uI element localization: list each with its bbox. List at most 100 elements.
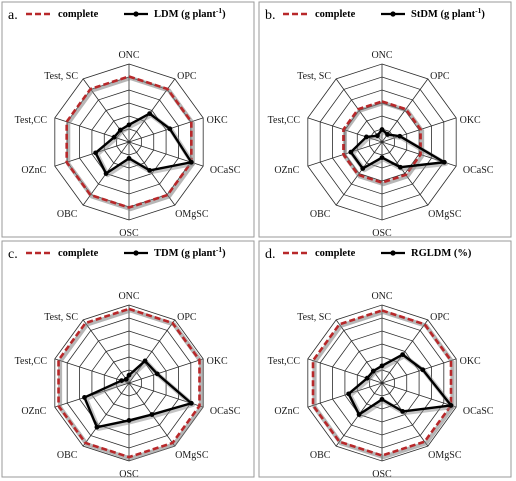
legend-complete-label: complete [315, 248, 356, 259]
series-treatment-point [385, 132, 390, 137]
category-label: OBC [310, 450, 331, 461]
category-label: OBC [57, 450, 78, 461]
panel-label: d. [265, 247, 276, 262]
category-label: OCaSC [210, 406, 241, 417]
series-treatment-point [441, 159, 447, 165]
category-label: OCaSC [463, 165, 494, 176]
series-treatment-point [188, 159, 194, 165]
series-treatment-point [126, 372, 132, 378]
radar-panel-1: a. complete LDM (g plant-1) ONC OPC OKC OCaSC O… [1, 1, 255, 239]
series-complete-line [342, 100, 422, 184]
grid-spoke [307, 382, 383, 408]
radar-panel-4: d. complete RGLDM (%) ONC OPC OKC OCaSC OMgSC OS… [258, 240, 512, 480]
series-treatment-point [400, 352, 406, 358]
legend: complete StDM (g plant-1) [283, 6, 485, 20]
series-treatment-point [400, 408, 406, 414]
panel-frame [258, 240, 512, 478]
legend-series-suffix: ) [222, 248, 226, 259]
legend: complete TDM (g plant-1) [26, 245, 226, 259]
grid-spoke [128, 358, 204, 384]
series-treatment-point [147, 167, 153, 173]
category-label: ONC [371, 50, 392, 61]
legend-complete-label: complete [58, 248, 99, 259]
series-complete-shadow [57, 308, 204, 461]
category-label: Test, SC [297, 71, 331, 82]
grid-spoke [381, 358, 457, 384]
legend-series-marker [390, 250, 396, 256]
series-treatment-point [94, 424, 100, 430]
legend-series-suffix: ) [481, 9, 485, 20]
series-treatment-point [147, 111, 153, 117]
category-label: OKC [207, 115, 228, 126]
series-treatment-point [348, 149, 354, 155]
legend: complete LDM (g plant-1) [26, 6, 226, 20]
series-treatment-point [370, 368, 376, 374]
series-treatment-point [126, 122, 132, 128]
panel-frame [1, 240, 255, 478]
series-treatment-point [142, 358, 148, 364]
series-treatment-point [188, 400, 194, 406]
legend-series-marker [133, 250, 139, 256]
series-treatment-point [103, 171, 109, 176]
category-label: OZnC [274, 165, 299, 176]
legend-series-sup: -1 [475, 6, 481, 15]
series-treatment-point [379, 155, 385, 161]
panel-frame [1, 1, 255, 238]
category-label: OPC [177, 71, 197, 82]
category-label: OZnC [21, 165, 46, 176]
series-treatment-point [111, 134, 117, 140]
series-treatment-point [420, 367, 426, 373]
legend-series-suffix: ) [222, 9, 226, 20]
series-treatment-point [126, 418, 132, 423]
category-label: OPC [430, 312, 450, 323]
category-label: OMgSC [175, 209, 209, 220]
category-label: OSC [372, 228, 392, 239]
grid-spoke [381, 382, 457, 408]
series-treatment-point [364, 375, 370, 381]
series-complete-line [57, 307, 201, 459]
category-label: OKC [460, 356, 481, 367]
series-treatment-point [375, 133, 380, 139]
series-complete-line [311, 309, 453, 457]
legend-series-name: LDM (g plant [154, 9, 216, 20]
series-treatment-point [379, 127, 385, 132]
legend-series-suffix: (%) [451, 248, 472, 259]
series-treatment-point [379, 396, 385, 402]
category-label: OSC [119, 469, 139, 480]
grid-spoke [381, 319, 429, 384]
category-label: OMgSC [428, 450, 462, 461]
series-treatment-point [379, 363, 385, 369]
series-treatment-point [119, 378, 124, 383]
category-label: OCaSC [463, 406, 494, 417]
legend-series-label: StDM (g plant-1) [411, 6, 485, 20]
grid-spoke [82, 382, 130, 447]
series-treatment-point [123, 376, 129, 382]
legend-series-label: TDM (g plant-1) [154, 245, 226, 259]
category-label: OMgSC [428, 209, 462, 220]
category-label: OSC [119, 228, 139, 239]
category-label: OSC [372, 469, 392, 480]
series-treatment-point [167, 126, 173, 132]
grid-spoke [82, 319, 130, 384]
legend-series-sup: -1 [216, 245, 222, 254]
category-label: OZnC [21, 406, 46, 417]
legend: complete RGLDM (%) [283, 248, 472, 259]
series-treatment-point [346, 391, 352, 397]
grid-spoke [54, 358, 130, 384]
legend-complete-label: complete [315, 9, 356, 20]
category-label: Test, SC [297, 312, 331, 323]
panel-label: b. [265, 8, 276, 23]
series-treatment-point [364, 134, 369, 140]
series-treatment-point [360, 166, 366, 171]
category-label: OPC [430, 71, 450, 82]
legend-series-label: LDM (g plant-1) [154, 6, 226, 20]
category-label: Test,CC [15, 115, 48, 126]
series-complete-line [65, 75, 193, 209]
legend-series-marker [390, 11, 396, 17]
series-treatment-point [397, 164, 403, 170]
panel-label: a. [8, 8, 18, 23]
series-treatment-point [117, 127, 123, 133]
category-label: Test,CC [268, 356, 301, 367]
legend-series-sup: -1 [216, 6, 222, 15]
